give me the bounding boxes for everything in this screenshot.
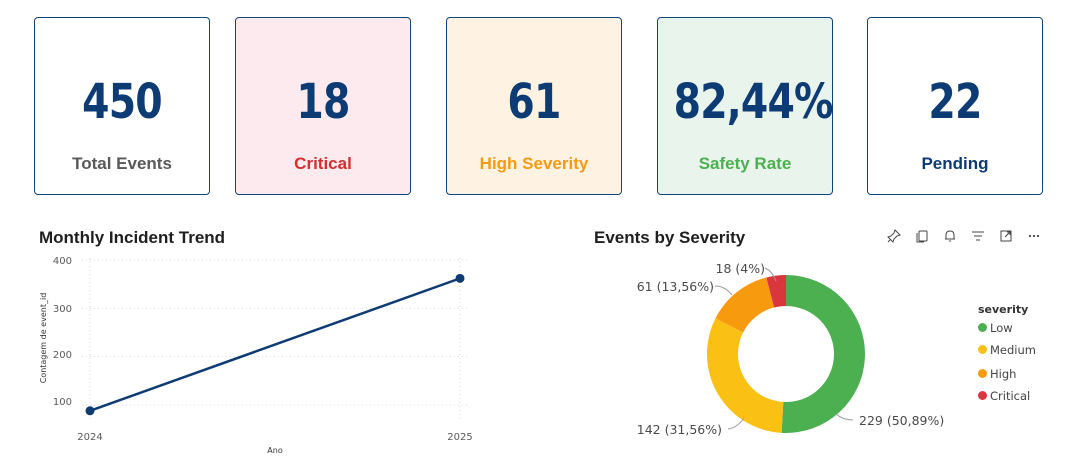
legend-item-medium[interactable]: Medium [978,343,1036,359]
legend-item-critical[interactable]: Critical [978,389,1030,405]
legend-label: Medium [990,343,1036,357]
leader-line-high [714,285,733,296]
data-label-critical: 18 (4%) [716,261,765,276]
kpi-value: 61 [507,74,561,130]
kpi-value: 18 [296,74,350,130]
leader-line-critical [764,267,777,282]
x-axis-label: Ano [267,446,283,455]
leader-line-medium [727,417,745,430]
kpi-label: High Severity [479,154,589,173]
data-point [455,273,465,283]
x-tick-label: 2025 [447,432,472,443]
line-chart-title: Monthly Incident Trend [39,228,226,247]
kpi-label: Pending [921,154,989,173]
pin-icon[interactable] [886,229,902,245]
kpi-value: 450 [82,74,163,130]
legend-label: Critical [990,389,1031,403]
y-axis-label: Contagem de event_id [39,293,48,384]
donut-slice-low [781,275,866,433]
y-tick-label: 100 [53,397,72,408]
legend-label: High [990,367,1017,381]
donut-slice-medium [707,318,784,433]
legend-item-low[interactable]: Low [978,321,1013,337]
donut-chart-title: Events by Severity [594,228,746,247]
legend-item-high[interactable]: High [978,367,1016,383]
donut-chart[interactable]: 229 (50,89%) 142 (31,56%) 61 (13,56%) 18… [560,250,970,460]
kpi-value: 82,44% [673,74,834,130]
copy-icon[interactable] [914,229,930,245]
donut-slice-high [715,277,775,333]
legend-dot [978,391,987,400]
data-label-high: 61 (13,56%) [637,279,714,294]
filter-icon[interactable] [970,229,986,245]
kpi-label: Safety Rate [698,154,792,173]
kpi-card-pending[interactable]: 22 Pending [867,17,1043,195]
donut-slice-critical [766,275,786,308]
legend-title: severity [978,303,1029,316]
kpi-card-critical[interactable]: 18 Critical [235,17,411,195]
legend-dot [978,369,987,378]
legend-label: Low [990,321,1013,335]
bell-icon[interactable] [942,229,958,245]
data-label-low: 229 (50,89%) [859,413,944,428]
line-chart[interactable]: 400 300 200 100 2024 2025 Ano Contagem d… [0,250,520,460]
kpi-label: Critical [294,154,352,173]
data-label-medium: 142 (31,56%) [637,422,722,437]
legend-dot [978,323,987,332]
y-tick-label: 400 [53,256,72,267]
x-tick-label: 2024 [77,432,102,443]
data-point [85,406,95,416]
kpi-label: Total Events [72,154,172,173]
visual-toolbar [884,229,1044,245]
leader-line-low [835,413,854,421]
kpi-card-safety-rate[interactable]: 82,44% Safety Rate [657,17,833,195]
y-tick-label: 300 [53,304,72,315]
y-tick-label: 200 [53,350,72,361]
kpi-value: 22 [928,74,982,130]
series-line [89,277,461,412]
legend-dot [978,345,987,354]
kpi-card-high-severity[interactable]: 61 High Severity [446,17,622,195]
more-options-icon[interactable] [1026,229,1042,245]
focus-mode-icon[interactable] [998,229,1014,245]
kpi-card-total-events[interactable]: 450 Total Events [34,17,210,195]
